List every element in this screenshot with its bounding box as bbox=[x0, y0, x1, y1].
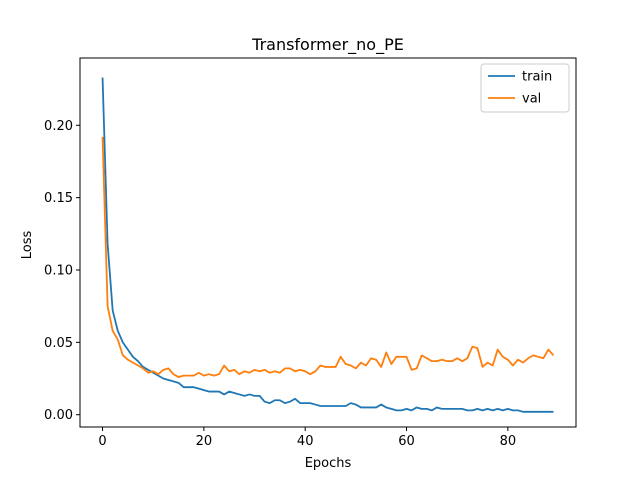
legend: train val bbox=[480, 63, 570, 113]
x-tick-label: 20 bbox=[196, 434, 213, 449]
x-axis-label: Epochs bbox=[305, 456, 352, 471]
legend-label-val: val bbox=[522, 92, 541, 107]
x-tick-label: 0 bbox=[98, 434, 106, 449]
chart-title: Transformer_no_PE bbox=[251, 35, 404, 55]
x-tick-label: 80 bbox=[500, 434, 517, 449]
y-tick-label: 0.00 bbox=[44, 408, 73, 423]
series-line-val bbox=[101, 136, 555, 378]
y-axis-label: Loss bbox=[20, 231, 35, 260]
y-tick-label: 0.15 bbox=[44, 191, 73, 206]
axes-frame bbox=[79, 57, 577, 428]
x-tick-label: 60 bbox=[398, 434, 415, 449]
y-tick-label: 0.10 bbox=[44, 263, 73, 278]
x-axis: 0 20 40 60 80 bbox=[98, 427, 516, 449]
x-tick-label: 40 bbox=[297, 434, 314, 449]
legend-label-train: train bbox=[522, 70, 552, 85]
y-tick-label: 0.05 bbox=[44, 336, 73, 351]
series-line-train bbox=[101, 77, 554, 413]
y-axis: 0.00 0.05 0.10 0.15 0.20 bbox=[44, 119, 80, 423]
plot-area bbox=[101, 77, 555, 413]
y-tick-label: 0.20 bbox=[44, 119, 73, 134]
